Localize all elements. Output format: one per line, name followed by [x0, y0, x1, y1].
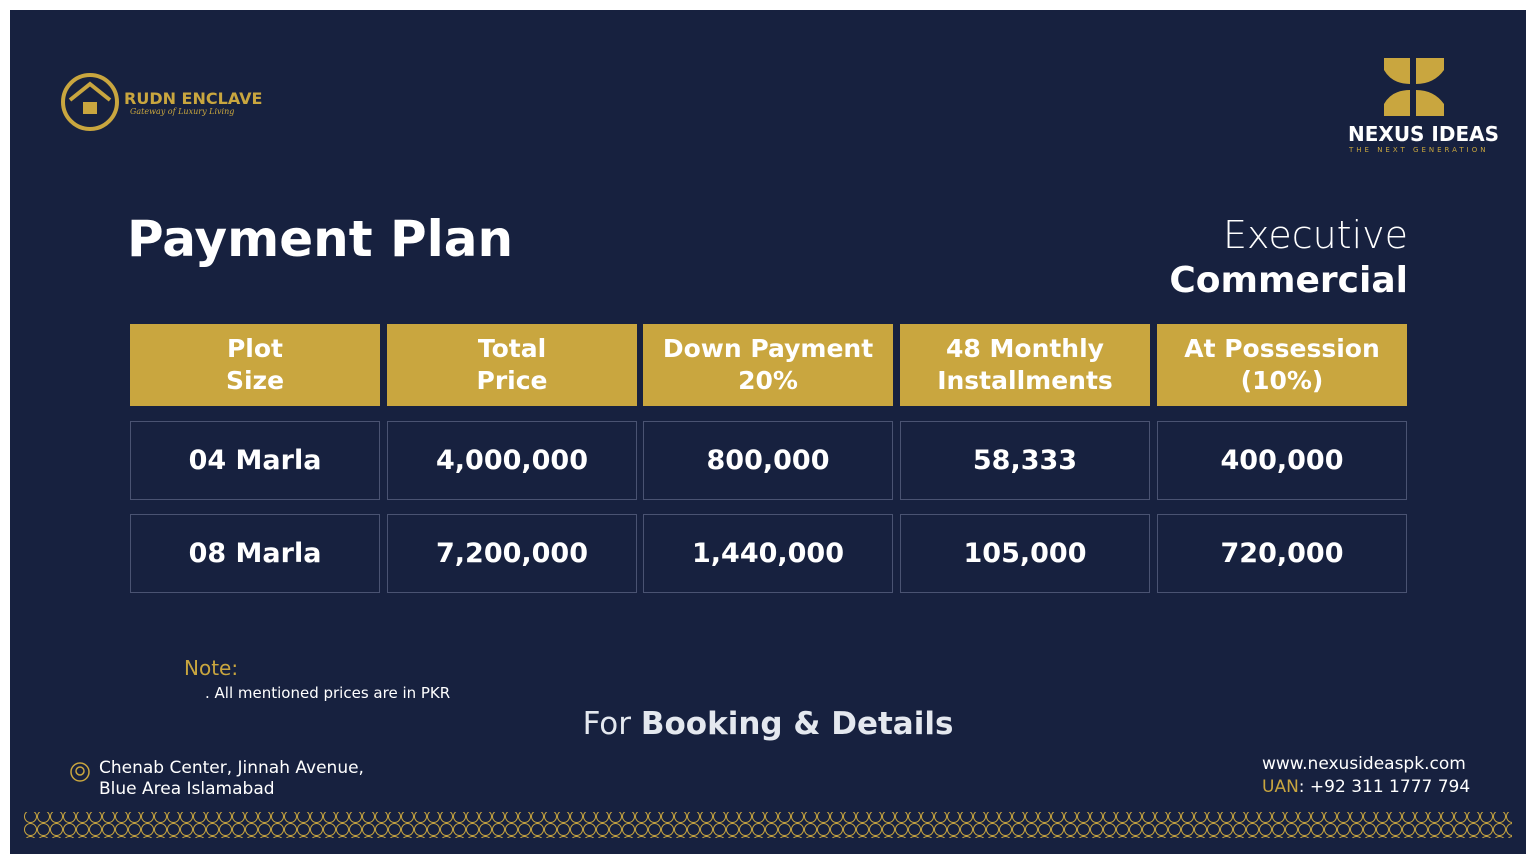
header-text: Installments	[937, 366, 1113, 395]
booking-heading: For Booking & Details	[10, 706, 1526, 742]
decorative-border	[24, 812, 1512, 838]
title: Payment Plan	[127, 210, 514, 268]
data-cell: 04 Marla	[130, 421, 380, 500]
data-cell: 58,333	[900, 421, 1150, 500]
header-text: 20%	[738, 366, 798, 395]
data-cell: 7,200,000	[387, 514, 637, 593]
note-text: . All mentioned prices are in PKR	[205, 684, 451, 702]
address-line: Blue Area Islamabad	[99, 779, 275, 799]
uan-number: : +92 311 1777 794	[1298, 777, 1471, 797]
header-text: Price	[476, 366, 548, 395]
category-line: Executive	[1222, 213, 1408, 257]
header-text: Plot	[226, 334, 284, 363]
data-cell: 720,000	[1157, 514, 1407, 593]
header-cell: Plot Size	[130, 324, 380, 406]
data-cell: 105,000	[900, 514, 1150, 593]
address: Chenab Center, Jinnah Avenue, Blue Area …	[99, 758, 364, 800]
note-label: Note:	[184, 656, 239, 680]
header-text: 48 Monthly	[946, 334, 1104, 363]
data-cell: 4,000,000	[387, 421, 637, 500]
data-cell: 08 Marla	[130, 514, 380, 593]
brand-tagline: Gateway of Luxury Living	[130, 107, 235, 116]
category-line: Commercial	[1169, 260, 1408, 301]
partner-name: NEXUS IDEAS	[1348, 122, 1500, 146]
header-cell: Down Payment 20%	[643, 324, 893, 406]
address-line: Chenab Center, Jinnah Avenue,	[99, 758, 364, 778]
data-cell: 800,000	[643, 421, 893, 500]
header-text: Total	[477, 334, 547, 363]
uan-label: UAN	[1262, 777, 1299, 797]
booking-main: Booking & Details	[640, 706, 954, 742]
header-text: Down Payment	[662, 334, 874, 363]
uan: UAN: +92 311 1777 794	[1262, 776, 1470, 799]
brand-name: RUDN ENCLAVE	[124, 89, 263, 108]
flyer: RUDN ENCLAVE Gateway of Luxury Living NE…	[10, 10, 1526, 854]
contact: www.nexusideaspk.com UAN: +92 311 1777 7…	[1262, 753, 1470, 799]
header-cell: At Possession (10%)	[1157, 324, 1407, 406]
partner-tagline: THE NEXT GENERATION	[1349, 146, 1489, 154]
data-cell: 1,440,000	[643, 514, 893, 593]
website: www.nexusideaspk.com	[1262, 754, 1466, 774]
data-cell: 400,000	[1157, 421, 1407, 500]
header-text: At Possession	[1184, 334, 1380, 363]
header-cell: Total Price	[387, 324, 637, 406]
header-text: (10%)	[1240, 366, 1324, 395]
booking-prefix: For	[582, 706, 632, 742]
header-cell: 48 Monthly Installments	[900, 324, 1150, 406]
location-icon	[70, 762, 90, 782]
partner-logo-icon	[1384, 58, 1444, 116]
brand-logo-icon	[61, 73, 119, 131]
header-text: Size	[225, 366, 285, 395]
category: Executive Commercial	[1169, 212, 1408, 304]
